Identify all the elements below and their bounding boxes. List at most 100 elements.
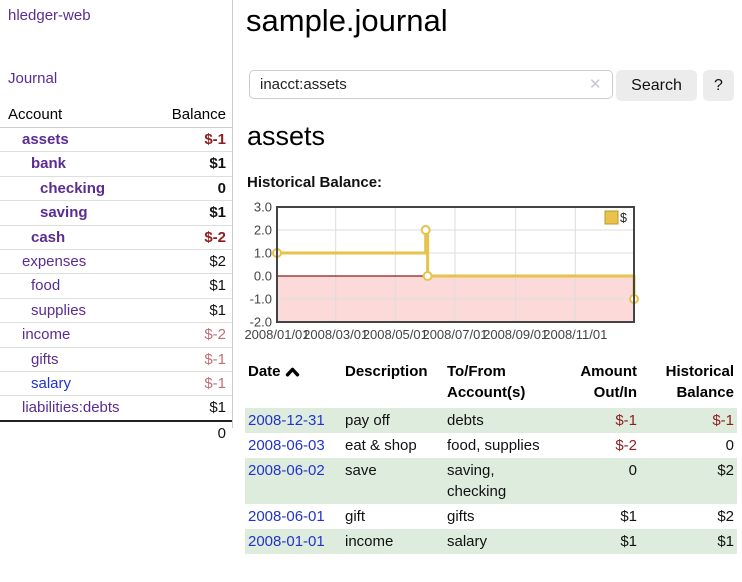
account-row: checking 0 bbox=[0, 177, 232, 202]
transaction-row: 2008-01-01 income salary $1 $1 bbox=[245, 529, 737, 554]
column-header-date[interactable]: Date bbox=[245, 359, 342, 408]
transaction-date-link[interactable]: 2008-06-01 bbox=[248, 508, 325, 525]
account-row: liabilities:debts $1 bbox=[0, 396, 232, 419]
transaction-accounts: salary bbox=[447, 533, 488, 550]
account-row: supplies $1 bbox=[0, 299, 232, 324]
y-axis-tick-label: -2.0 bbox=[250, 315, 272, 330]
transaction-date: 2008-06-03 bbox=[245, 433, 342, 458]
transaction-description: gift bbox=[345, 508, 366, 525]
transaction-date: 2008-06-01 bbox=[245, 504, 342, 529]
transaction-row: 2008-12-31 pay off debts $-1 $-1 bbox=[245, 408, 737, 433]
transaction-date-link[interactable]: 2008-06-02 bbox=[248, 462, 325, 479]
transaction-date: 2008-12-31 bbox=[245, 408, 342, 433]
transaction-description: income bbox=[345, 533, 394, 550]
register-table-body: 2008-12-31 pay off debts $-1 $-1 2008-06-03 ea… bbox=[245, 408, 737, 554]
account-row: assets $-1 bbox=[0, 128, 232, 153]
transaction-accounts: saving, checking bbox=[447, 462, 507, 500]
sidebar-item-journal[interactable]: Journal bbox=[8, 70, 58, 87]
transaction-amount: $1 bbox=[620, 508, 637, 525]
account-balance: $1 bbox=[209, 277, 226, 295]
x-axis-tick-label: 2008/09/01 bbox=[483, 327, 548, 342]
x-axis-tick-label: 2008/07/01 bbox=[422, 327, 487, 342]
data-point-marker bbox=[422, 271, 433, 281]
register-header-row: Date Description To/From Account(s) Amou… bbox=[245, 359, 737, 408]
account-row: expenses $2 bbox=[0, 250, 232, 275]
transaction-accounts: debts bbox=[447, 412, 484, 429]
y-axis-tick-label: -1.0 bbox=[250, 292, 272, 307]
account-row: income $-2 bbox=[0, 323, 232, 348]
transaction-balance: $1 bbox=[717, 533, 734, 550]
x-axis-tick-label: 2008/11/01 bbox=[543, 327, 607, 342]
sidebar-account-link[interactable]: salary bbox=[31, 374, 72, 392]
clear-search-icon[interactable]: ✕ bbox=[589, 76, 602, 93]
account-row: food $1 bbox=[0, 274, 232, 299]
account-balance: $2 bbox=[209, 252, 226, 270]
transaction-amount: 0 bbox=[628, 462, 637, 479]
register-table: Date Description To/From Account(s) Amou… bbox=[245, 359, 737, 554]
page-title: sample.journal bbox=[246, 3, 448, 38]
transaction-date-link[interactable]: 2008-06-03 bbox=[248, 437, 325, 454]
historical-balance-chart: 3.0 2.0 1.0 0.0 -1.0 -2.0 2008/01/01 2008/03/01… bbox=[241, 200, 641, 347]
sidebar-account-link[interactable]: cash bbox=[31, 228, 66, 246]
transaction-date-link[interactable]: 2008-12-31 bbox=[248, 412, 325, 429]
legend-swatch bbox=[604, 210, 619, 225]
transaction-row: 2008-06-03 eat & shop food, supplies $-2 0 bbox=[245, 433, 737, 458]
accounts-table: Account Balance assets $-1 bank $1 checking 0… bbox=[0, 103, 232, 446]
account-balance: $1 bbox=[209, 204, 226, 222]
account-balance: $-1 bbox=[204, 350, 226, 368]
account-balance: $-1 bbox=[204, 131, 226, 148]
transaction-row: 2008-06-01 gift gifts $1 $2 bbox=[245, 504, 737, 529]
sidebar-account-link[interactable]: income bbox=[22, 326, 71, 344]
y-axis-tick-label: 2.0 bbox=[254, 223, 272, 238]
transaction-date-link[interactable]: 2008-01-01 bbox=[248, 533, 325, 550]
sidebar-account-link[interactable]: checking bbox=[40, 179, 106, 197]
account-row: cash $-2 bbox=[0, 226, 232, 250]
account-row: saving $1 bbox=[0, 201, 232, 226]
account-balance: 0 bbox=[217, 179, 226, 197]
sidebar-account-link[interactable]: assets bbox=[22, 131, 69, 148]
sidebar-account-link[interactable]: food bbox=[31, 277, 61, 295]
plot-border bbox=[276, 206, 635, 323]
accounts-table-header: Account Balance bbox=[0, 103, 232, 128]
sidebar-account-link[interactable]: liabilities:debts bbox=[22, 399, 120, 417]
transaction-date: 2008-01-01 bbox=[245, 529, 342, 554]
x-axis-tick-label: 2008/05/01 bbox=[363, 327, 428, 342]
legend-label: $ bbox=[620, 211, 627, 225]
sidebar-account-link[interactable]: saving bbox=[40, 204, 88, 222]
transaction-amount: $-1 bbox=[615, 412, 637, 429]
search-input[interactable] bbox=[249, 70, 613, 99]
account-balance: $1 bbox=[209, 155, 226, 173]
transaction-description: save bbox=[345, 462, 377, 479]
sort-ascending-icon bbox=[285, 367, 299, 377]
x-axis-tick-label: 2008/03/01 bbox=[303, 327, 368, 342]
sidebar: hledger-web Journal Account Balance asse… bbox=[0, 0, 233, 442]
account-row: salary $-1 bbox=[0, 372, 232, 397]
search-button[interactable]: Search bbox=[616, 70, 697, 101]
transaction-balance: $2 bbox=[717, 462, 734, 479]
help-button[interactable]: ? bbox=[703, 70, 734, 101]
sidebar-account-link[interactable]: bank bbox=[31, 155, 67, 173]
account-balance: $-1 bbox=[204, 374, 226, 392]
sidebar-account-link[interactable]: gifts bbox=[31, 350, 59, 368]
account-balance: $1 bbox=[209, 301, 226, 319]
y-axis-tick-label: 1.0 bbox=[254, 246, 272, 261]
transaction-balance: $-1 bbox=[712, 412, 734, 429]
account-balance: $-2 bbox=[204, 326, 226, 344]
account-heading: assets bbox=[247, 121, 326, 151]
account-column-header: Account bbox=[8, 106, 63, 123]
chart-section-label: Historical Balance: bbox=[247, 174, 383, 191]
account-balance: $-2 bbox=[204, 228, 226, 246]
transaction-amount: $1 bbox=[620, 533, 637, 550]
transaction-accounts: gifts bbox=[447, 508, 475, 525]
x-axis-tick-label: 2008/01/01 bbox=[244, 327, 309, 342]
balance-column-header: Balance bbox=[171, 106, 226, 123]
app-brand-link[interactable]: hledger-web bbox=[8, 7, 91, 24]
sidebar-account-link[interactable]: supplies bbox=[31, 301, 87, 319]
sidebar-account-link[interactable]: expenses bbox=[22, 252, 87, 270]
transaction-description: pay off bbox=[345, 412, 390, 429]
y-axis-tick-label: 0.0 bbox=[254, 269, 272, 284]
account-row: bank $1 bbox=[0, 152, 232, 177]
column-header-description: Description bbox=[345, 363, 428, 380]
accounts-table-rows: assets $-1 bank $1 checking 0 saving $1 cash $-2 e… bbox=[0, 128, 232, 420]
chart-svg: 3.0 2.0 1.0 0.0 -1.0 -2.02008/01/012008/03/01… bbox=[244, 200, 639, 342]
